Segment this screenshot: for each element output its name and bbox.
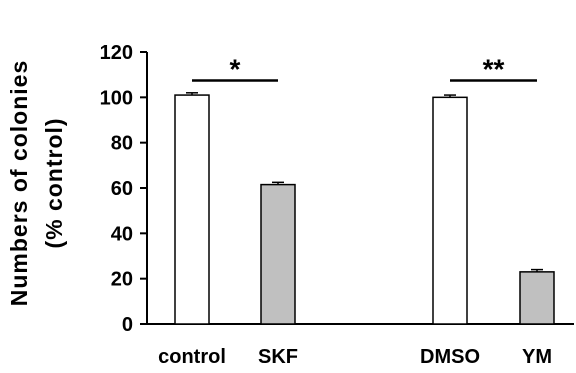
- axes: 0 20 40 60 80 100 120: [100, 42, 574, 336]
- x-tick-label-dmso: DMSO: [420, 346, 480, 368]
- bar-control: [174, 94, 210, 325]
- significance-markers: * **: [192, 54, 537, 85]
- bars: [174, 92, 555, 325]
- y-tick-label: 40: [111, 223, 133, 245]
- x-axis-labels: control SKF DMSO YM: [158, 346, 552, 368]
- x-tick-label-control: control: [158, 346, 226, 368]
- x-tick-label-ym: YM: [522, 346, 552, 368]
- y-tick-label: 0: [122, 314, 133, 336]
- y-tick-label: 60: [111, 178, 133, 200]
- y-tick-label: 100: [100, 87, 133, 109]
- y-axis-label-line1: Numbers of colonies: [6, 60, 32, 306]
- x-tick-label-skf: SKF: [258, 346, 298, 368]
- y-axis-label-line2: (% control): [41, 117, 67, 248]
- bar-skf: [260, 183, 296, 325]
- y-tick-label: 120: [100, 42, 133, 64]
- y-tick-label: 20: [111, 269, 133, 291]
- y-tick-label: 80: [111, 133, 133, 155]
- bar-dmso: [432, 96, 468, 325]
- bar-ym: [519, 271, 555, 325]
- significance-label: *: [230, 54, 241, 85]
- significance-label: **: [483, 54, 505, 85]
- y-axis-title: Numbers of colonies (% control): [6, 60, 67, 306]
